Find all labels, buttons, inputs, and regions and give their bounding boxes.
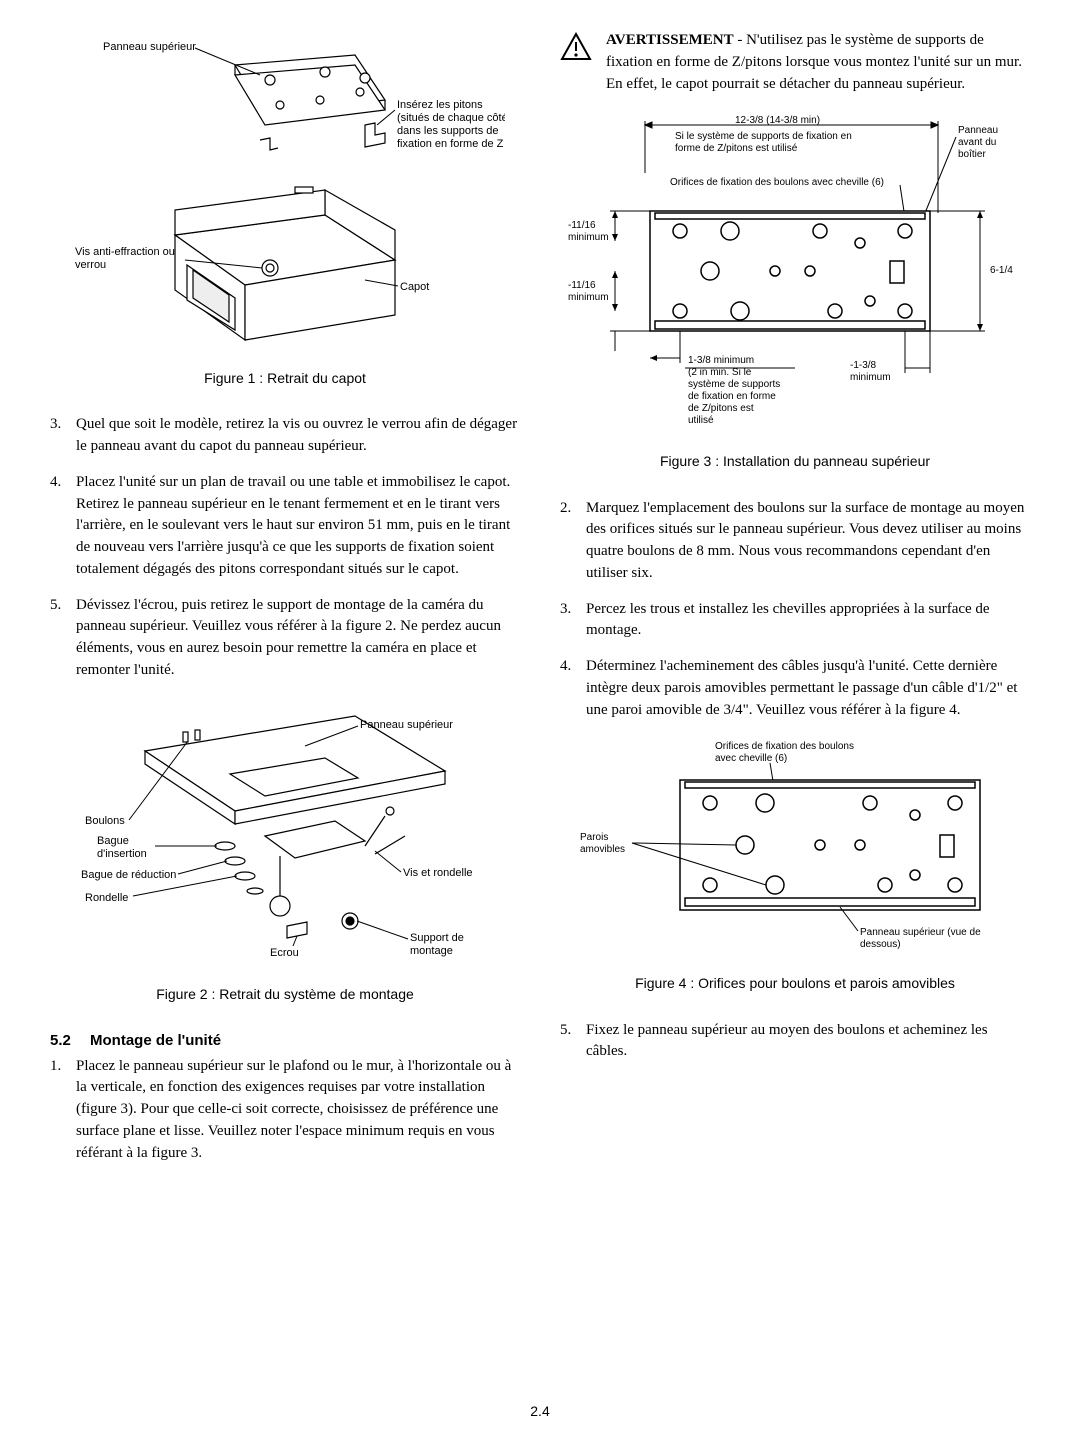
fig4-b1: Panneau supérieur (vue de <box>860 927 981 938</box>
fig2-label-bracket1: Support de <box>410 932 464 944</box>
fig3-fp1: Panneau <box>958 125 998 136</box>
right-list-1: 2. Marquez l'emplacement des boulons sur… <box>560 498 1030 722</box>
fig3-ld2a: -11/16 <box>568 280 596 291</box>
item-text: Placez l'unité sur un plan de travail ou… <box>76 472 520 581</box>
fig2-label-ringin2: d'insertion <box>97 848 147 860</box>
fig2-label-ringin1: Bague <box>97 835 129 847</box>
section-5-2-head: 5.2Montage de l'unité <box>50 1030 520 1052</box>
figure-1: Panneau supérieur Insérez les pitons (si… <box>50 30 520 402</box>
item-num: 1. <box>50 1056 76 1165</box>
fig3-ld1b: minimum <box>568 232 609 243</box>
fig1-label-insert1: Insérez les pitons <box>397 99 483 111</box>
fig3-holes: Orifices de fixation des boulons avec ch… <box>670 177 884 188</box>
item-text: Déterminez l'acheminement des câbles jus… <box>586 656 1030 721</box>
fig3-ld1a: -11/16 <box>568 220 596 231</box>
fig3-bd1c: système de supports <box>688 379 780 390</box>
item-num: 4. <box>50 472 76 581</box>
item-text: Placez le panneau supérieur sur le plafo… <box>76 1056 520 1165</box>
left-list-2: 1. Placez le panneau supérieur sur le pl… <box>50 1056 520 1165</box>
fig3-bd2b: minimum <box>850 372 891 383</box>
fig3-fp2: avant du <box>958 137 996 148</box>
fig4-w1: Parois <box>580 832 608 843</box>
fig2-label-screwwasher: Vis et rondelle <box>403 867 473 879</box>
item-num: 2. <box>560 498 586 585</box>
fig1-label-insert3: dans les supports de <box>397 125 499 137</box>
item-text: Fixez le panneau supérieur au moyen des … <box>586 1020 1030 1064</box>
figure-3-caption: Figure 3 : Installation du panneau supér… <box>660 451 930 471</box>
fig3-rd: 6-1/4 <box>990 265 1013 276</box>
fig1-label-insert4: fixation en forme de Z <box>397 138 504 150</box>
fig4-w2: amovibles <box>580 844 625 855</box>
figure-2-caption: Figure 2 : Retrait du système de montage <box>156 984 414 1004</box>
figure-4-caption: Figure 4 : Orifices pour boulons et paro… <box>635 973 955 993</box>
fig3-fp3: boîtier <box>958 149 986 160</box>
fig1-label-insert2: (situés de chaque côté) <box>397 112 505 124</box>
item-num: 4. <box>560 656 586 721</box>
fig4-b2: dessous) <box>860 939 901 950</box>
fig2-label-washer: Rondelle <box>85 892 128 904</box>
fig3-top-dim: 12-3/8 (14-3/8 min) <box>735 115 820 126</box>
fig2-label-nut: Ecrou <box>270 947 299 959</box>
fig3-ld2b: minimum <box>568 292 609 303</box>
fig3-top-note2: forme de Z/pitons est utilisé <box>675 143 798 154</box>
item-text: Quel que soit le modèle, retirez la vis … <box>76 414 520 458</box>
right-list-2: 5. Fixez le panneau supérieur au moyen d… <box>560 1020 1030 1064</box>
fig3-bd1b: (2 in min. Si le <box>688 367 752 378</box>
fig2-label-top-panel: Panneau supérieur <box>360 719 453 731</box>
fig1-label-top-panel: Panneau supérieur <box>103 41 196 53</box>
fig4-h2: avec cheville (6) <box>715 753 787 764</box>
warning-text: AVERTISSEMENT - N'utilisez pas le systèm… <box>606 30 1030 95</box>
warning-title: AVERTISSEMENT <box>606 32 734 48</box>
fig3-top-note1: Si le système de supports de fixation en <box>675 131 852 142</box>
item-num: 3. <box>560 599 586 643</box>
item-text: Percez les trous et installez les chevil… <box>586 599 1030 643</box>
fig2-label-bracket2: montage <box>410 945 453 957</box>
item-num: 5. <box>50 595 76 682</box>
figure-2-svg: Panneau supérieur Boulons Bague d'insert… <box>65 696 505 976</box>
fig3-bd2a: -1-3/8 <box>850 360 877 371</box>
fig1-label-cover: Capot <box>400 281 429 293</box>
item-num: 3. <box>50 414 76 458</box>
fig2-label-bolts: Boulons <box>85 815 125 827</box>
page-number: 2.4 <box>0 1401 1080 1421</box>
item-num: 5. <box>560 1020 586 1064</box>
figure-3-svg: 12-3/8 (14-3/8 min) Si le système de sup… <box>560 113 1030 443</box>
fig3-bd1f: utilisé <box>688 415 714 426</box>
figure-2: Panneau supérieur Boulons Bague d'insert… <box>50 696 520 1018</box>
fig2-label-ringred: Bague de réduction <box>81 869 176 881</box>
fig1-label-screw2: verrou <box>75 259 106 271</box>
item-text: Marquez l'emplacement des boulons sur la… <box>586 498 1030 585</box>
section-number: 5.2 <box>50 1030 90 1052</box>
figure-1-svg: Panneau supérieur Insérez les pitons (si… <box>65 30 505 360</box>
figure-1-caption: Figure 1 : Retrait du capot <box>204 368 366 388</box>
fig3-bd1a: 1-3/8 minimum <box>688 355 754 366</box>
figure-4-svg: Orifices de fixation des boulons avec ch… <box>560 735 1030 965</box>
warning-block: AVERTISSEMENT - N'utilisez pas le systèm… <box>560 30 1030 95</box>
fig3-bd1e: de Z/pitons est <box>688 403 754 414</box>
item-text: Dévissez l'écrou, puis retirez le suppor… <box>76 595 520 682</box>
warning-icon <box>560 30 594 95</box>
fig3-bd1d: de fixation en forme <box>688 391 776 402</box>
section-title: Montage de l'unité <box>90 1032 221 1049</box>
figure-3: 12-3/8 (14-3/8 min) Si le système de sup… <box>560 113 1030 485</box>
fig4-h1: Orifices de fixation des boulons <box>715 741 854 752</box>
figure-4: Orifices de fixation des boulons avec ch… <box>560 735 1030 1007</box>
fig1-label-screw1: Vis anti-effraction ou <box>75 246 175 258</box>
left-list-1: 3. Quel que soit le modèle, retirez la v… <box>50 414 520 681</box>
